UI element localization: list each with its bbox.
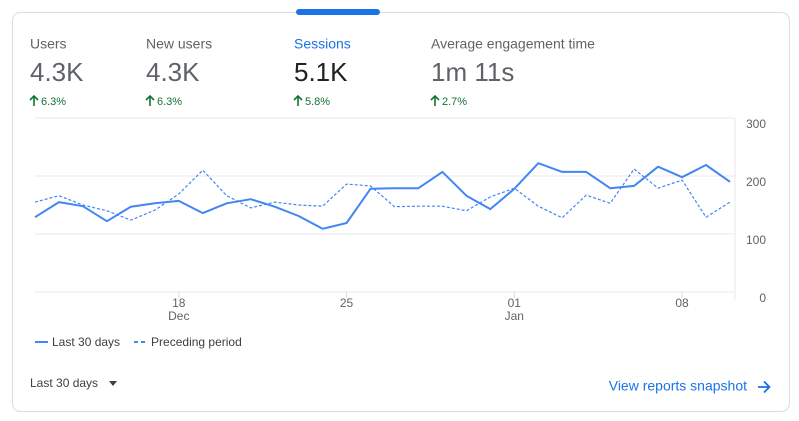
date-range[interactable]: Last 30 days [30, 376, 98, 390]
arrow-icon[interactable] [758, 380, 771, 394]
series-line [34, 168, 731, 221]
up-arrow [293, 94, 303, 106]
y-tick-label: 0 [759, 291, 766, 305]
metric-change: 6.3% [157, 96, 182, 108]
x-tick-label: 01 [508, 296, 522, 310]
y-tick-label: 200 [746, 175, 766, 189]
y-tick-label: 300 [746, 117, 766, 131]
up-arrow [29, 94, 39, 106]
dropdown-caret[interactable] [109, 381, 117, 386]
x-month-label: Jan [505, 309, 524, 323]
metric-value[interactable]: 4.3K [30, 57, 84, 87]
y-tick-label: 100 [746, 233, 766, 247]
metric-label[interactable]: Users [30, 36, 67, 52]
series-line [34, 162, 731, 230]
metric-value[interactable]: 4.3K [146, 57, 200, 87]
x-month-label: Dec [168, 309, 189, 323]
x-tick-label: 25 [340, 296, 354, 310]
metrics: Users 4.3K 6.3% New users 4.3K 6.3% Sessions 5.… [29, 36, 595, 108]
metric-value[interactable]: 5.1K [294, 57, 348, 87]
x-tick-label: 18 [172, 296, 186, 310]
up-arrow [430, 94, 440, 106]
up-arrow [145, 94, 155, 106]
card [12, 12, 790, 412]
metric-label[interactable]: Average engagement time [431, 36, 595, 52]
x-tick-label: 08 [675, 296, 689, 310]
snapshot-link[interactable]: View reports snapshot [609, 378, 747, 394]
metric-change: 6.3% [41, 96, 66, 108]
metric-label[interactable]: New users [146, 36, 212, 52]
legend-label: Last 30 days [52, 335, 120, 349]
tab-indicator [296, 9, 380, 15]
metric-change: 2.7% [442, 96, 467, 108]
metric-label[interactable]: Sessions [294, 36, 351, 52]
metric-value[interactable]: 1m 11s [431, 57, 514, 87]
legend-label: Preceding period [151, 335, 242, 349]
metric-change: 5.8% [305, 96, 330, 108]
